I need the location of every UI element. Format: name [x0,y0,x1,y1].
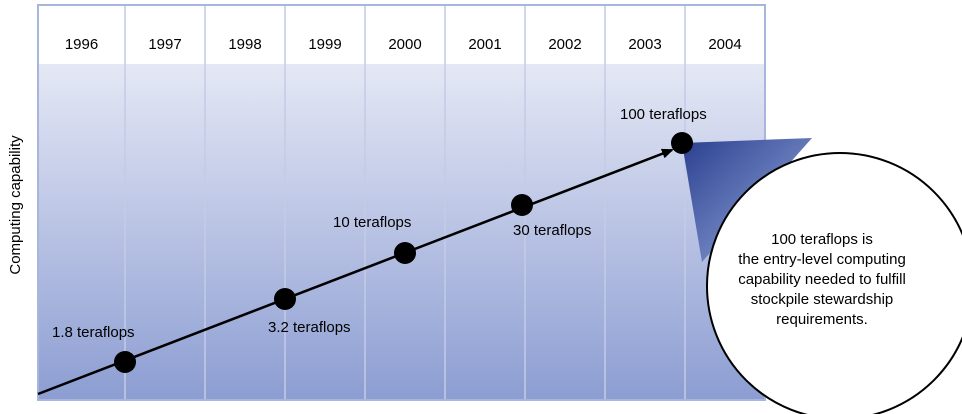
y-axis-label: Computing capability [7,135,24,275]
year-label: 2004 [708,36,741,53]
callout-text: 100 teraflops is [771,231,873,248]
milestone-label: 3.2 teraflops [268,319,351,336]
callout-text: the entry-level computing [738,251,906,268]
year-label: 2002 [548,36,581,53]
milestone-dot [394,242,416,264]
year-label: 2000 [388,36,421,53]
frame [37,4,766,401]
year-label: 1999 [308,36,341,53]
milestone-label: 10 teraflops [333,214,411,231]
year-label: 1998 [228,36,261,53]
callout-text: requirements. [776,311,868,328]
year-label: 1997 [148,36,181,53]
callout-text: stockpile stewardship [751,291,894,308]
callout-text: capability needed to fulfill [738,271,906,288]
milestone-dot [511,194,533,216]
header-row [39,6,764,64]
milestone-label: 30 teraflops [513,222,591,239]
year-label: 2001 [468,36,501,53]
trend-arrow [37,148,674,396]
year-label: 2003 [628,36,661,53]
milestone-label: 100 teraflops [620,106,707,123]
milestone-dot [671,132,693,154]
callout-circle [706,152,962,414]
milestone-label: 1.8 teraflops [52,324,135,341]
milestone-dot [114,351,136,373]
milestone-dot [274,288,296,310]
year-label: 1996 [65,36,98,53]
